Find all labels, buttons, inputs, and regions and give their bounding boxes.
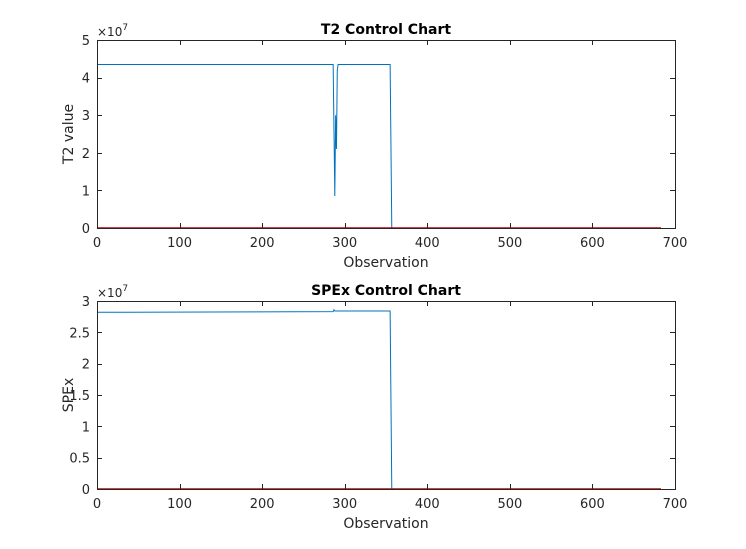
chart-title: T2 Control Chart [321, 22, 452, 38]
y-tick-label: 0 [82, 222, 90, 237]
x-axis-label: Observation [343, 255, 428, 271]
y-tick-label: 1 [82, 184, 90, 199]
chart-panel-0: 0 100 200 300 400 500 600 700 0 1 2 3 4 5 ×107 T2 Contr… [61, 22, 687, 271]
x-tick-label: 500 [497, 236, 522, 251]
y-tick-label: 4 [82, 72, 90, 87]
y-exponent-base: ×10 [97, 25, 122, 39]
y-exponent-base: ×10 [97, 286, 122, 300]
x-tick-label: 700 [663, 497, 688, 512]
y-tick-label: 2.5 [69, 326, 90, 341]
y-tick-label: 5 [82, 34, 90, 49]
x-tick-label: 100 [167, 236, 192, 251]
x-tick-label: 300 [332, 236, 357, 251]
y-tick-label: 3 [82, 295, 90, 310]
y-tick-label: 0 [82, 483, 90, 498]
plot-area [97, 40, 675, 228]
y-axis-label: SPEx [61, 378, 77, 412]
x-tick-label: 300 [332, 497, 357, 512]
y-axis-label: T2 value [61, 104, 77, 165]
x-tick-label: 200 [250, 236, 275, 251]
x-tick-label: 500 [497, 497, 522, 512]
x-axis-label: Observation [343, 516, 428, 532]
x-tick-label: 400 [415, 236, 440, 251]
x-tick-label: 0 [93, 236, 101, 251]
y-tick-label: 0.5 [69, 452, 90, 467]
y-tick-label: 2 [82, 147, 90, 162]
x-tick-label: 400 [415, 497, 440, 512]
y-tick-label: 1.5 [69, 389, 90, 404]
plot-area [97, 301, 675, 489]
x-tick-label: 0 [93, 497, 101, 512]
x-tick-label: 100 [167, 497, 192, 512]
y-tick-label: 3 [82, 109, 90, 124]
y-exponent-label: ×107 [97, 23, 128, 39]
axes-box [97, 40, 676, 229]
x-tick-label: 700 [663, 236, 688, 251]
x-tick-label: 200 [250, 497, 275, 512]
chart-panel-1: 0 100 200 300 400 500 600 700 0 0.5 1 1.5 2 2.5 3 ×107 S… [61, 283, 687, 532]
y-tick-label: 2 [82, 358, 90, 373]
y-exponent-label: ×107 [97, 284, 128, 300]
x-tick-label: 600 [580, 497, 605, 512]
y-exponent-power: 7 [122, 284, 128, 294]
x-tick-label: 600 [580, 236, 605, 251]
y-exponent-power: 7 [122, 23, 128, 33]
y-tick-label: 1 [82, 420, 90, 435]
chart-title: SPEx Control Chart [311, 283, 461, 299]
